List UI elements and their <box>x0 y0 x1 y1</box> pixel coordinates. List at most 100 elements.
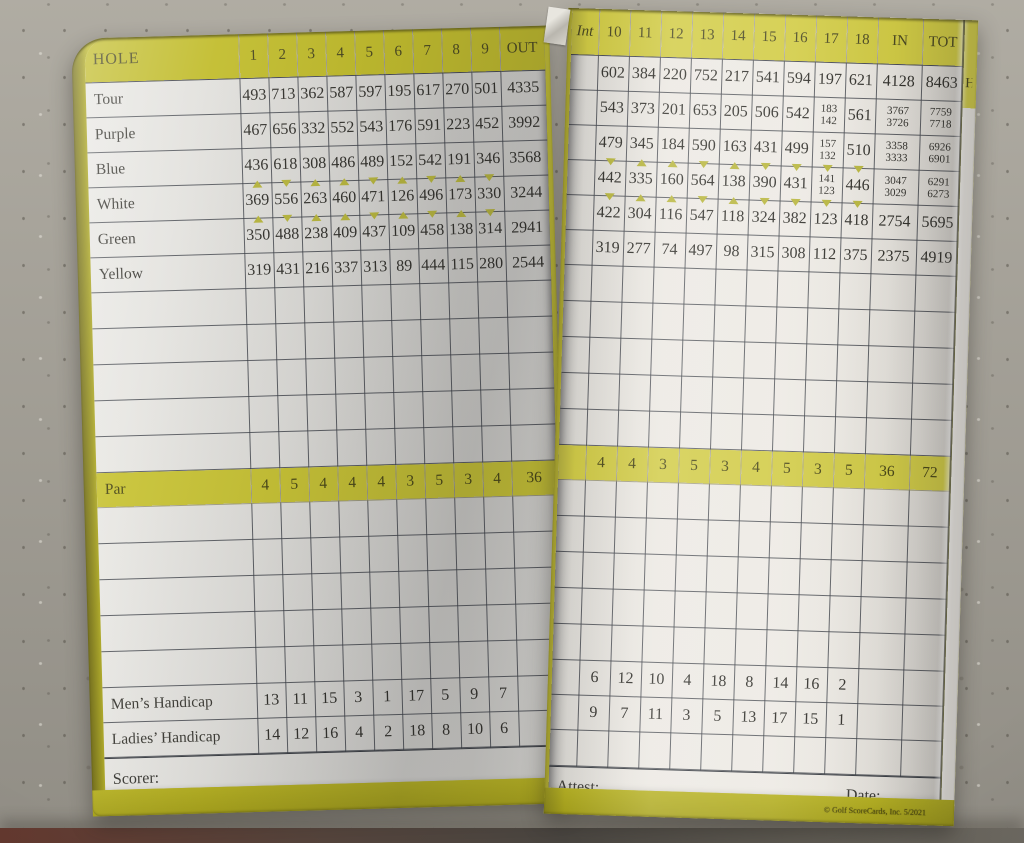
par-cell: 5 <box>770 450 803 487</box>
score-cell <box>836 344 869 382</box>
score-cell <box>580 588 613 626</box>
yardage-cell: 126 <box>387 178 418 219</box>
score-cell <box>707 483 740 521</box>
score-cell <box>507 316 554 354</box>
par-cell: 5 <box>279 466 310 503</box>
score-cell <box>864 417 912 456</box>
tee-label: Green <box>89 218 245 258</box>
yardage-cell: 74 <box>653 232 686 269</box>
score-cell <box>675 518 708 556</box>
score-cell <box>307 430 338 467</box>
score-cell <box>583 480 616 518</box>
in-total-cell: 3358 3333 <box>873 133 920 171</box>
score-cell <box>251 502 282 540</box>
score-cell <box>711 376 744 414</box>
yardage-cell: 223 <box>443 107 474 143</box>
int-cell <box>551 659 580 696</box>
score-cell <box>799 522 832 560</box>
next-panel-partial-letter: H <box>965 76 973 92</box>
handicap-cell: 18 <box>402 713 433 750</box>
score-cell <box>245 287 276 325</box>
combo-tee-marker-down <box>425 175 436 183</box>
score-cell <box>681 340 714 377</box>
score-cell <box>737 520 770 558</box>
combo-tee-marker-up <box>339 213 350 221</box>
yardage-cell: 313 <box>360 249 391 286</box>
handicap-cell: 7 <box>488 676 519 712</box>
score-cell <box>861 524 908 563</box>
yardage-cell: 346 <box>473 141 504 182</box>
score-cell <box>94 396 250 437</box>
yardage-cell: 375 <box>839 237 872 274</box>
score-cell <box>313 644 344 682</box>
yardage-cell: 263 <box>300 181 331 222</box>
combo-tee-marker-up <box>455 209 466 218</box>
par-cell: 5 <box>832 452 865 489</box>
yardage-cell: 510 <box>842 132 875 174</box>
int-cell <box>558 444 587 481</box>
score-cell <box>858 632 905 670</box>
par-cell: 3 <box>708 448 741 485</box>
yardage-cell: 436 <box>241 147 272 188</box>
handicap-cell: 17 <box>401 678 432 715</box>
score-cell <box>588 337 621 375</box>
yardage-cell: 304 <box>623 196 656 233</box>
counter-edge <box>0 828 1024 843</box>
score-cell <box>361 284 392 322</box>
score-cell <box>280 501 311 539</box>
score-cell <box>448 282 479 319</box>
par-cell: 3 <box>801 451 834 488</box>
score-cell <box>563 264 592 302</box>
par-cell: 3 <box>646 447 680 483</box>
score-cell <box>775 306 808 344</box>
combo-tee-marker-up <box>636 159 647 167</box>
handicap-cell: 8 <box>733 664 766 701</box>
yardage-cell: 337 <box>331 250 362 287</box>
score-cell <box>576 730 609 767</box>
score-cell <box>857 668 904 705</box>
score-cell <box>282 573 313 611</box>
score-cell <box>246 323 277 361</box>
score-cell <box>506 280 553 318</box>
par-cell: 4 <box>482 461 513 498</box>
handicap-cell: 15 <box>794 701 827 738</box>
score-cell <box>674 554 707 592</box>
score-cell <box>255 646 286 684</box>
score-cell <box>768 521 801 559</box>
score-cell <box>713 305 746 342</box>
yardage-cell: 373 <box>626 91 659 128</box>
score-cell <box>766 593 799 631</box>
score-cell <box>866 381 913 420</box>
yardage-cell: 330 <box>474 176 505 217</box>
score-cell <box>391 319 422 357</box>
handicap-cell: 14 <box>764 665 797 702</box>
combo-tee-marker-down <box>822 164 833 173</box>
yardage-cell: 422 <box>592 195 625 232</box>
in-total-cell: 2375 <box>870 238 917 276</box>
combo-tee-marker-up <box>252 215 263 223</box>
copyright-text: © Golf ScoreCards, Inc. 5/2021 <box>823 804 927 817</box>
combo-tee-marker-down <box>853 165 864 174</box>
score-cell <box>95 432 251 473</box>
score-cell <box>831 487 864 525</box>
handicap-cell: 3 <box>343 680 374 716</box>
score-cell <box>586 409 619 447</box>
hole-number-header: 13 <box>690 11 724 60</box>
combo-tee-marker-up <box>397 211 408 219</box>
combo-tee-marker-down <box>280 179 291 188</box>
score-cell <box>651 303 684 341</box>
score-cell <box>451 390 482 427</box>
yardage-cell: 597 <box>355 74 386 111</box>
score-cell <box>275 322 306 360</box>
handicap-cell: 12 <box>286 716 317 753</box>
score-cell <box>736 556 769 594</box>
yardage-cell: 382 <box>778 200 811 237</box>
yardage-cell: 173 <box>445 177 476 218</box>
yardage-cell: 118 <box>716 199 749 236</box>
score-cell <box>393 391 424 429</box>
yardage-cell: 488 <box>272 216 303 253</box>
score-cell <box>672 626 705 664</box>
in-total-cell: 2754 <box>871 203 918 241</box>
score-cell <box>765 629 798 667</box>
score-cell <box>508 351 555 390</box>
